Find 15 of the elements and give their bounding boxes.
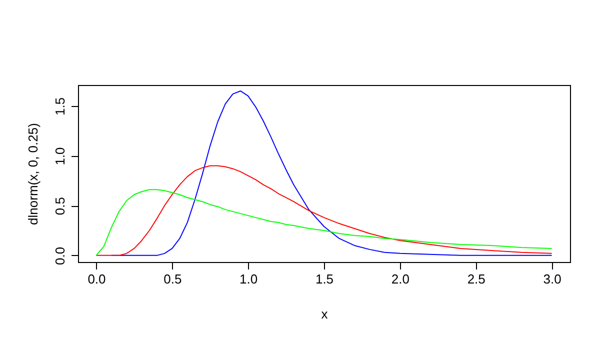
- y-tick-label: 0.5: [52, 197, 68, 216]
- y-tick-label: 1.5: [52, 97, 68, 116]
- x-tick-label: 0.5: [164, 272, 182, 286]
- y-tick-label: 1.0: [52, 147, 68, 166]
- x-tick-label: 1.0: [240, 272, 258, 286]
- x-axis-title: x: [321, 306, 328, 322]
- line-series: [96, 189, 552, 256]
- x-tick-label: 3.0: [543, 272, 562, 286]
- x-tick-label: 1.5: [315, 272, 334, 286]
- x-tick-label: 2.5: [467, 272, 486, 286]
- line-series: [96, 165, 552, 256]
- y-axis-title: dlnorm(x, 0, 0.25): [26, 123, 40, 225]
- x-tick-label: 0.0: [88, 272, 106, 286]
- y-tick-label: 0.0: [52, 246, 68, 265]
- x-tick-label: 2.0: [391, 272, 410, 286]
